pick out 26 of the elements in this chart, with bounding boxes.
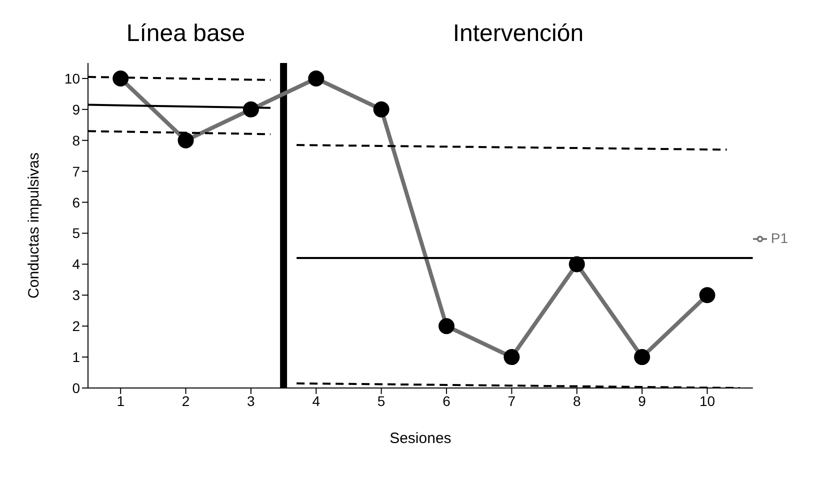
y-tick-label: 2: [72, 318, 80, 334]
y-tick-label: 3: [72, 287, 80, 304]
x-tick-label: 1: [116, 392, 125, 409]
x-tick-label: 5: [377, 392, 386, 409]
y-tick-label: 0: [72, 380, 80, 396]
legend-label: P1: [770, 230, 788, 246]
y-tick-label: 10: [64, 70, 80, 86]
x-tick-label: 2: [182, 392, 190, 409]
y-axis-title: Conductas impulsivas: [25, 152, 42, 298]
text: Línea base: [126, 20, 246, 47]
y-tick-label: 9: [72, 101, 80, 118]
x-tick-label: 4: [312, 392, 320, 409]
y-tick-label: 4: [72, 256, 80, 272]
x-tick-label: 6: [442, 392, 451, 409]
y-tick-label: 5: [72, 225, 80, 242]
text: Intervención: [452, 20, 584, 47]
y-tick-label: 1: [72, 349, 80, 366]
x-tick-label: 8: [572, 392, 581, 409]
y-tick-label: 7: [72, 163, 80, 180]
x-tick-label: 9: [638, 392, 646, 409]
x-tick-label: 7: [508, 392, 516, 409]
x-tick-label: 3: [247, 392, 256, 409]
y-tick-label: 6: [72, 194, 80, 210]
y-tick-label: 8: [72, 132, 80, 148]
x-tick-label: 10: [699, 392, 716, 409]
x-axis-title: Sesiones: [390, 430, 452, 447]
